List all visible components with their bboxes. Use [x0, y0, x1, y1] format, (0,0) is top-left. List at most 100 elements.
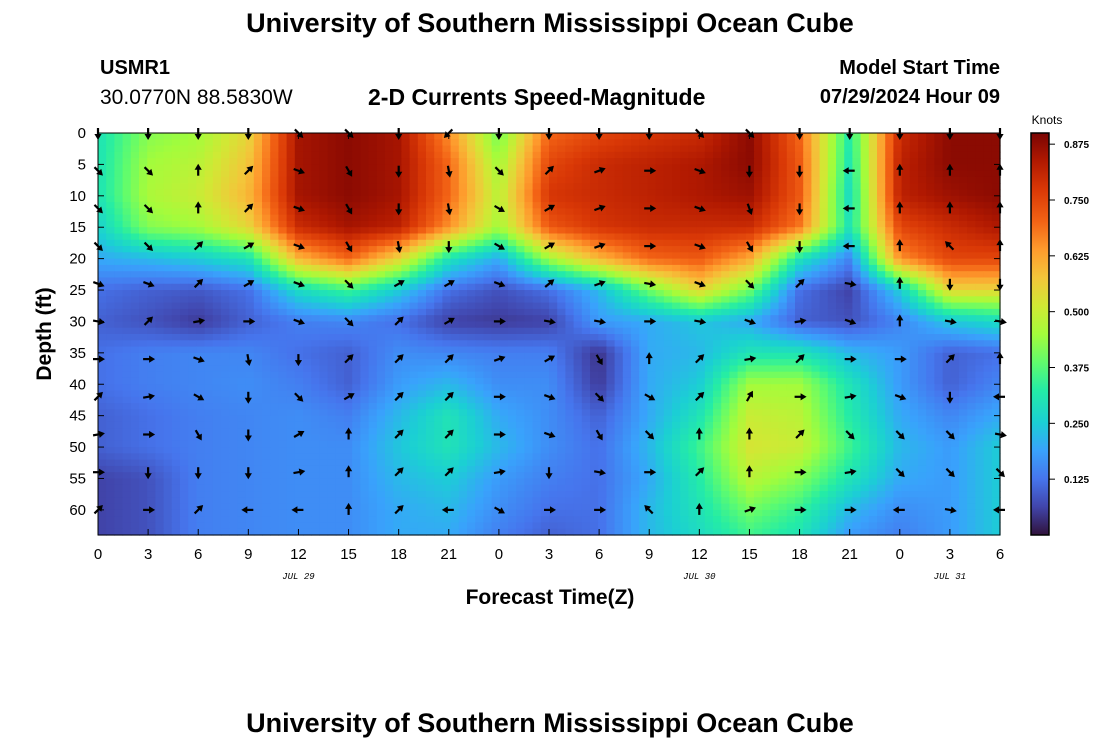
heatmap-cell	[139, 246, 148, 253]
heatmap-cell	[467, 315, 476, 323]
heatmap-cell	[409, 365, 419, 373]
heatmap-cell	[557, 283, 566, 291]
heatmap-cell	[663, 340, 673, 348]
heatmap-cell	[262, 189, 271, 197]
heatmap-cell	[885, 145, 894, 153]
heatmap-cell	[803, 139, 812, 147]
heatmap-cell	[483, 365, 493, 373]
heatmap-cell	[852, 334, 862, 341]
heatmap-cell	[171, 377, 181, 385]
heatmap-cell	[122, 195, 132, 203]
heatmap-cell	[253, 170, 263, 178]
heatmap-cell	[696, 202, 706, 209]
heatmap-cell	[737, 334, 747, 341]
heatmap-cell	[786, 227, 796, 235]
heatmap-cell	[204, 390, 214, 398]
heatmap-cell	[467, 365, 476, 373]
heatmap-cell	[606, 239, 616, 247]
heatmap-cell	[729, 384, 739, 392]
heatmap-cell	[590, 233, 599, 241]
heatmap-cell	[737, 377, 747, 385]
heatmap-cell	[130, 409, 140, 417]
heatmap-cell	[639, 377, 648, 385]
heatmap-cell	[663, 239, 673, 247]
heatmap-cell	[926, 365, 935, 373]
heatmap-cell	[188, 277, 197, 285]
heatmap-cell	[622, 377, 632, 385]
heatmap-cell	[737, 352, 747, 360]
heatmap-cell	[245, 220, 255, 228]
heatmap-cell	[286, 202, 296, 209]
heatmap-cell	[385, 346, 394, 354]
heatmap-cell	[836, 302, 845, 310]
heatmap-cell	[786, 239, 796, 247]
heatmap-cell	[844, 258, 853, 266]
heatmap-cell	[212, 214, 222, 222]
heatmap-cell	[98, 176, 107, 184]
heatmap-cell	[762, 283, 771, 291]
heatmap-cell	[401, 334, 411, 341]
heatmap-cell	[163, 164, 173, 172]
heatmap-cell	[762, 158, 771, 166]
heatmap-cell	[327, 352, 337, 360]
heatmap-cell	[967, 227, 976, 235]
heatmap-cell	[311, 183, 320, 191]
heatmap-cell	[909, 158, 919, 166]
heatmap-cell	[909, 327, 919, 335]
heatmap-cell	[655, 283, 665, 291]
heatmap-cell	[672, 271, 681, 279]
heatmap-cell	[983, 195, 993, 203]
heatmap-cell	[614, 164, 624, 172]
heatmap-cell	[237, 359, 247, 367]
heatmap-cell	[737, 258, 747, 266]
heatmap-cell	[401, 327, 411, 335]
heatmap-cell	[721, 214, 730, 222]
heatmap-cell	[721, 170, 730, 178]
heatmap-cell	[376, 220, 386, 228]
heatmap-cell	[934, 214, 944, 222]
heatmap-cell	[590, 371, 599, 379]
heatmap-cell	[549, 151, 558, 159]
heatmap-cell	[508, 296, 517, 304]
heatmap-cell	[745, 139, 755, 147]
heatmap-cell	[499, 352, 509, 360]
heatmap-cell	[901, 164, 911, 172]
heatmap-cell	[253, 277, 263, 285]
heatmap-cell	[975, 227, 985, 235]
heatmap-cell	[180, 415, 189, 423]
heatmap-cell	[590, 384, 599, 392]
heatmap-cell	[196, 283, 206, 291]
heatmap-cell	[729, 252, 739, 260]
heatmap-cell	[467, 403, 476, 410]
heatmap-cell	[270, 246, 279, 253]
heatmap-cell	[491, 283, 501, 291]
heatmap-cell	[237, 396, 247, 404]
heatmap-cell	[491, 145, 501, 153]
heatmap-cell	[631, 296, 640, 304]
heatmap-cell	[368, 246, 378, 253]
heatmap-cell	[631, 277, 640, 285]
heatmap-cell	[335, 308, 345, 316]
heatmap-cell	[409, 139, 419, 147]
heatmap-cell	[393, 415, 402, 423]
heatmap-cell	[442, 239, 452, 247]
heatmap-cell	[901, 176, 911, 184]
heatmap-cell	[860, 233, 870, 241]
heatmap-cell	[393, 371, 402, 379]
heatmap-cell	[368, 277, 378, 285]
heatmap-cell	[139, 158, 148, 166]
heatmap-cell	[196, 296, 206, 304]
heatmap-cell	[631, 208, 640, 216]
heatmap-cell	[557, 246, 566, 253]
heatmap-cell	[573, 371, 583, 379]
heatmap-cell	[590, 258, 599, 266]
heatmap-cell	[598, 334, 607, 341]
heatmap-cell	[549, 264, 558, 272]
heatmap-cell	[950, 195, 960, 203]
station-id: USMR1	[100, 57, 171, 79]
heatmap-cell	[959, 264, 968, 272]
heatmap-cell	[729, 258, 739, 266]
heatmap-cell	[163, 139, 173, 147]
heatmap-cell	[147, 252, 156, 260]
